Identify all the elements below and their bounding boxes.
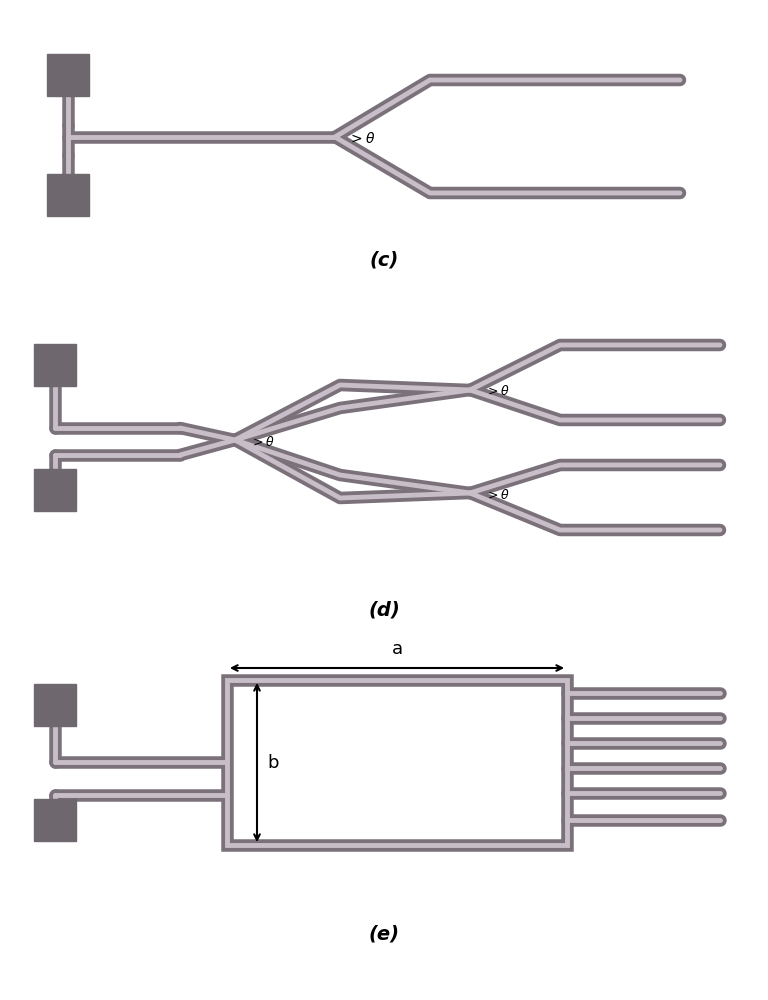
FancyBboxPatch shape	[227, 680, 567, 845]
Text: a: a	[392, 640, 402, 658]
Bar	[34, 684, 76, 726]
Text: $>\theta$: $>\theta$	[485, 488, 510, 502]
Bar	[34, 344, 76, 386]
Bar	[47, 174, 89, 216]
Text: (d): (d)	[368, 600, 400, 619]
Text: (e): (e)	[369, 925, 399, 944]
Bar	[34, 469, 76, 511]
Bar	[34, 799, 76, 841]
Bar	[47, 54, 89, 96]
Text: $>\theta$: $>\theta$	[485, 384, 510, 398]
Text: $>\theta$: $>\theta$	[250, 435, 275, 449]
Text: (c): (c)	[369, 250, 399, 269]
Text: $>\theta$: $>\theta$	[348, 131, 376, 146]
Text: b: b	[267, 754, 279, 772]
